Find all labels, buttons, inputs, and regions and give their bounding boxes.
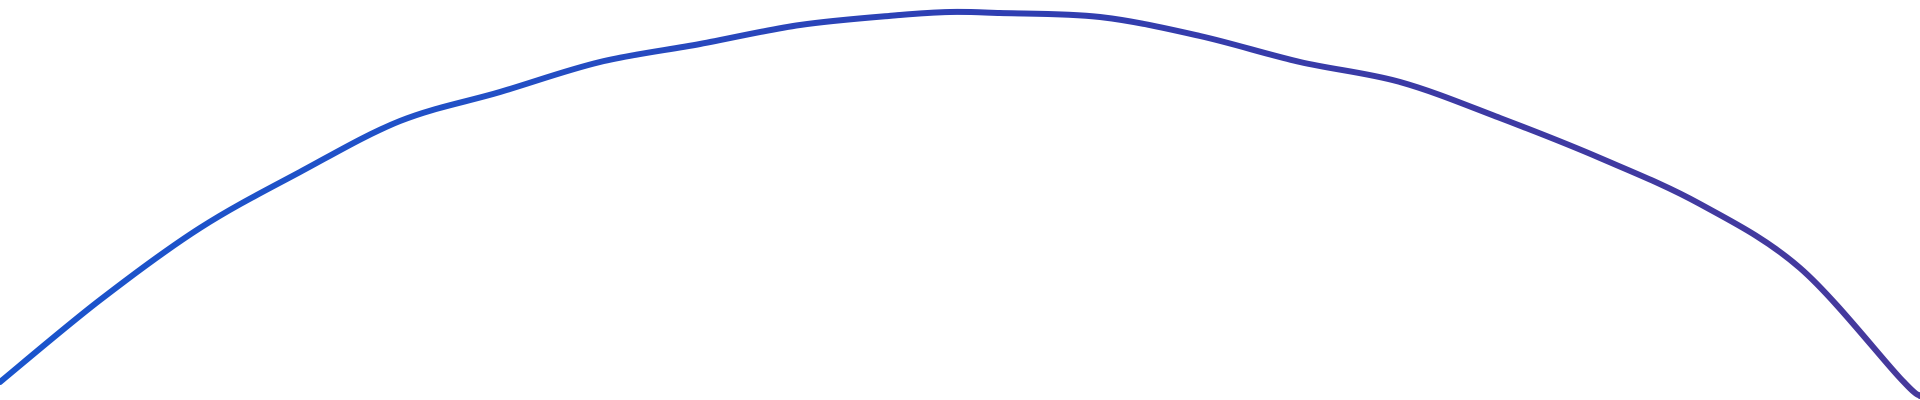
arc-curve-line [0, 8, 1920, 399]
